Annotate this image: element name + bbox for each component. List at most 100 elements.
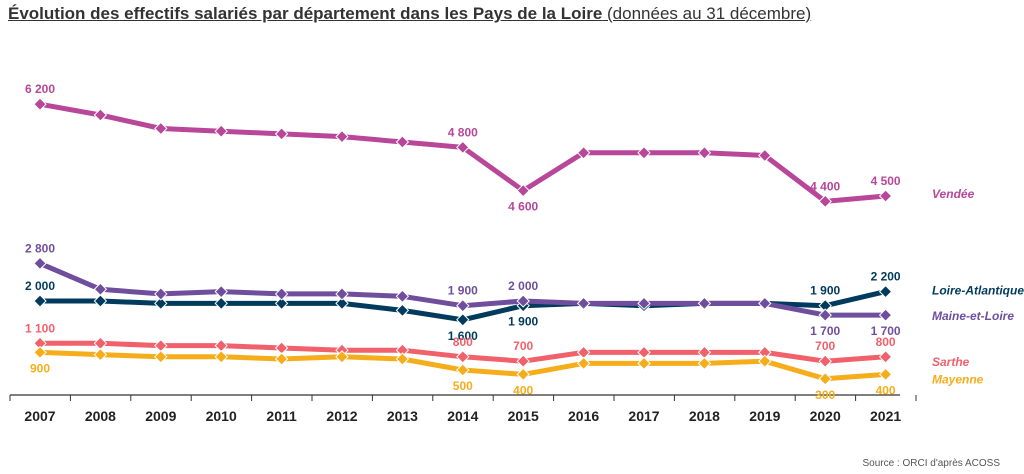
data-label: 300	[815, 388, 835, 402]
data-label: 700	[815, 339, 835, 353]
x-tick-label: 2007	[24, 408, 55, 424]
data-point	[33, 256, 47, 271]
x-tick-label: 2009	[145, 408, 176, 424]
data-point	[818, 372, 832, 386]
data-label: 400	[513, 383, 533, 397]
data-point	[93, 108, 108, 122]
data-point	[878, 284, 893, 299]
data-label: 2 200	[871, 270, 901, 284]
data-point	[818, 354, 832, 368]
data-point	[33, 294, 47, 308]
data-point	[697, 146, 712, 160]
data-label: 4 400	[810, 179, 840, 193]
data-point	[576, 345, 591, 360]
x-tick-label: 2012	[326, 408, 357, 424]
data-point	[456, 298, 470, 313]
data-point	[878, 189, 893, 203]
data-point	[818, 194, 832, 209]
x-tick-label: 2014	[447, 408, 478, 424]
x-tick-label: 2020	[810, 408, 841, 424]
series-group: 6 200 4 800 4 600 4 400 4 500 2 000 1 600 1 900…	[25, 82, 901, 402]
data-point	[93, 347, 108, 362]
data-label: 4 600	[508, 200, 538, 214]
data-point	[395, 135, 410, 149]
data-label: 4 500	[871, 174, 901, 188]
data-point	[33, 345, 47, 360]
data-point	[758, 148, 772, 163]
data-point	[93, 282, 108, 296]
x-tick-label: 2013	[387, 408, 418, 424]
data-label: 700	[513, 339, 533, 353]
data-point	[335, 287, 349, 301]
data-label: 1 100	[25, 321, 55, 335]
data-point	[637, 146, 651, 160]
data-point	[758, 354, 772, 368]
data-point	[214, 350, 228, 364]
data-point	[878, 350, 893, 364]
x-tick-label: 2018	[689, 408, 720, 424]
data-point	[697, 296, 712, 311]
data-point	[93, 294, 108, 308]
data-label: 2 000	[25, 279, 55, 293]
data-label: 6 200	[25, 82, 55, 96]
data-label: 500	[453, 379, 473, 393]
x-axis: 2007 2008 2009 2010 2011 2012 2013 2014 2015 2016…	[9, 394, 917, 424]
data-label: 1 700	[810, 324, 840, 338]
data-label: 1 900	[448, 284, 478, 298]
data-point	[637, 356, 651, 371]
chart-title: Évolution des effectifs salariés par dép…	[8, 4, 811, 24]
data-point	[214, 284, 228, 299]
data-point	[335, 129, 349, 144]
x-tick-label: 2015	[508, 408, 539, 424]
data-label: 400	[876, 383, 896, 397]
data-point	[274, 287, 289, 301]
data-point	[758, 296, 772, 311]
data-point	[456, 363, 470, 377]
data-label: 1 600	[448, 329, 478, 343]
data-point	[516, 294, 530, 308]
data-label: 2 000	[508, 279, 538, 293]
data-point	[395, 303, 410, 318]
legend-label-maine-et-loire: Maine-et-Loire	[932, 309, 1014, 323]
data-label: 4 800	[448, 125, 478, 139]
data-point	[456, 313, 470, 327]
data-point	[516, 367, 530, 382]
data-point	[274, 296, 289, 311]
legend-label-loire-atlantique: Loire-Atlantique	[932, 284, 1024, 298]
data-point	[516, 354, 530, 368]
data-point	[154, 287, 168, 301]
x-tick-label: 2010	[206, 408, 237, 424]
x-tick-label: 2016	[568, 408, 599, 424]
data-point	[214, 124, 228, 138]
source-note: Source : ORCI d'après ACOSS	[862, 458, 1000, 469]
data-point	[274, 341, 289, 355]
data-point	[33, 97, 47, 111]
data-label: 800	[876, 335, 896, 349]
data-point	[154, 338, 168, 353]
series-vendee: 6 200 4 800 4 600 4 400 4 500	[25, 82, 901, 213]
data-point	[818, 308, 832, 322]
data-label: 900	[30, 361, 50, 375]
data-point	[878, 308, 893, 322]
data-label: 1 900	[508, 315, 538, 329]
x-tick-label: 2008	[85, 408, 116, 424]
data-point	[154, 296, 168, 311]
data-point	[576, 146, 591, 160]
data-point	[637, 296, 651, 311]
x-tick-label: 2017	[628, 408, 659, 424]
data-point	[395, 352, 410, 366]
data-point	[516, 183, 530, 198]
data-point	[214, 338, 228, 353]
data-point	[878, 367, 893, 382]
series-sarthe: 1 100 800 700 700 800	[25, 321, 896, 368]
data-point	[697, 356, 712, 371]
data-point	[576, 356, 591, 371]
x-tick-label: 2019	[749, 408, 780, 424]
legend-label-vendee: Vendée	[932, 187, 975, 201]
x-tick-label: 2021	[870, 408, 901, 424]
data-point	[154, 121, 168, 136]
data-point	[93, 336, 108, 351]
data-label: 1 700	[871, 324, 901, 338]
data-point	[335, 296, 349, 311]
